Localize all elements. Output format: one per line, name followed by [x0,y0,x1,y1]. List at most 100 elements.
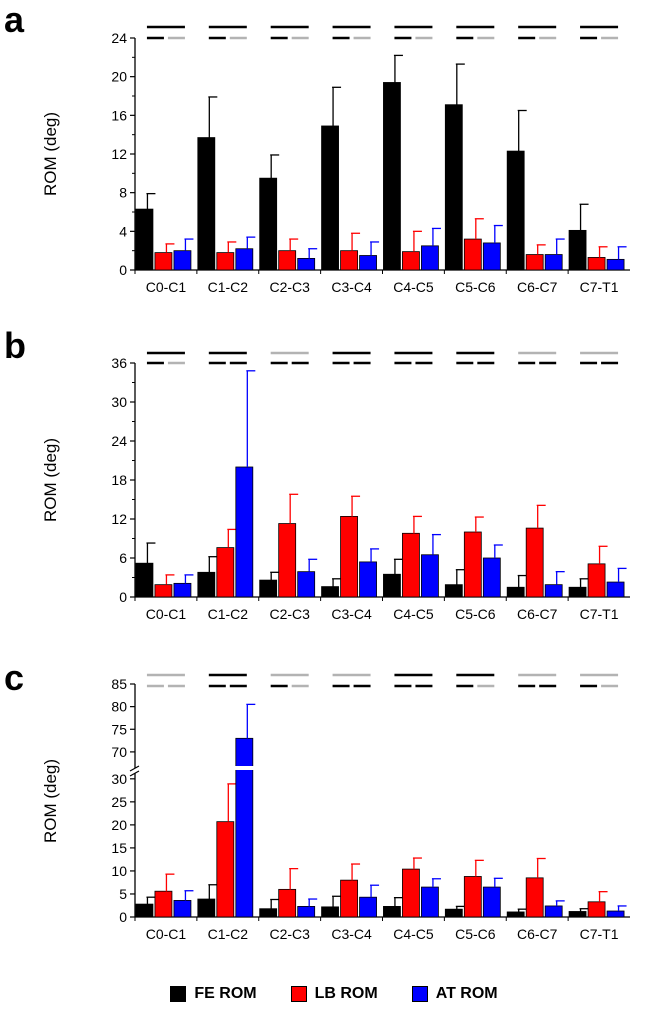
x-tick-label: C7-T1 [580,279,619,295]
bar-fe [259,177,278,271]
legend-label-fe: FE ROM [194,985,257,1002]
y-tick-label: 20 [111,817,127,833]
bar-at [173,900,192,918]
bar-at [235,248,254,271]
y-tick-label: 36 [111,355,127,371]
axis-break-mark-1 [129,765,140,772]
bar-lb [340,879,358,918]
bar-lb [216,252,235,271]
y-tick-label: 4 [119,223,127,239]
x-tick-label: C2-C3 [269,606,310,622]
bar-at [421,554,439,598]
y-tick-label: 8 [119,185,127,201]
bar-fe [259,579,278,598]
legend-swatch-fe [170,986,187,1002]
bar-fe [197,898,216,918]
bar-at [482,886,501,918]
x-tick-label: C6-C7 [517,606,558,622]
legend-item-lb: LB ROM [290,982,378,1006]
bar-lb [402,251,420,271]
y-tick-label: 5 [119,886,127,902]
bar-fe [259,908,278,918]
bar-lb [340,250,358,271]
bar-at [297,257,316,271]
bar-at [482,242,501,271]
legend-label-at: AT ROM [435,985,498,1002]
x-tick-label: C5-C6 [455,606,496,622]
legend: FE ROM LB ROM AT ROM [0,982,668,1006]
bar-lb [278,888,297,918]
x-tick-label: C3-C4 [331,279,372,295]
y-tick-label: 24 [111,433,127,449]
y-tick-label: 12 [111,146,127,162]
x-tick-label: C6-C7 [517,926,558,942]
bar-fe [197,571,216,598]
bar-lb [154,890,173,918]
y-tick-label: 20 [111,69,127,85]
bar-at [606,258,625,271]
panel-letter-a: a [4,0,25,40]
y-tick-label: 85 [111,676,127,692]
bar-fe [444,584,463,598]
y-tick-label: 15 [111,840,127,856]
x-tick-label: C4-C5 [393,606,434,622]
x-tick-label: C1-C2 [208,279,249,295]
legend-swatch-lb [290,986,307,1002]
bar-at [606,581,625,598]
bar-at [544,584,563,598]
bar-fe [506,586,525,598]
y-tick-label: 18 [111,472,127,488]
bar-at [359,255,377,271]
bar-at [482,557,501,598]
bar-fe [197,137,216,271]
x-tick-label: C3-C4 [331,926,372,942]
bar-lb [463,876,482,918]
bar-at [359,561,377,598]
axis-break-mark-2 [129,770,140,777]
y-tick-label: 24 [111,30,127,46]
bar-fe [321,906,339,918]
x-tick-label: C4-C5 [393,926,434,942]
x-tick-label: C3-C4 [331,606,372,622]
bar-fe [383,82,401,271]
bar-at [544,905,563,918]
legend-swatch-at [411,986,428,1002]
x-tick-label: C5-C6 [455,279,496,295]
bar-lb [154,584,173,598]
y-tick-label: 80 [111,699,127,715]
y-tick-label: 16 [111,107,127,123]
bar-at [173,582,192,598]
x-tick-label: C0-C1 [146,926,187,942]
bar-at [235,466,254,598]
y-tick-label: 25 [111,794,127,810]
bar-fe [568,229,587,271]
bar-lb [525,877,544,918]
bar-lb [587,563,606,598]
panel-letter-c: c [4,657,24,698]
bar-lb [154,252,173,271]
bar-at [297,571,316,598]
bar-fe [321,125,339,271]
x-tick-label: C2-C3 [269,279,310,295]
y-axis-label-b: ROM (deg) [41,438,60,522]
bar-fe [568,911,587,918]
y-tick-label: 30 [111,394,127,410]
x-tick-label: C4-C5 [393,279,434,295]
bar-at [359,896,377,918]
bar-at [421,886,439,918]
legend-item-at: AT ROM [411,982,498,1006]
x-tick-label: C1-C2 [208,606,249,622]
bar-fe [444,908,463,918]
y-tick-label: 6 [119,550,127,566]
y-tick-label: 75 [111,721,127,737]
x-tick-label: C0-C1 [146,279,187,295]
bar-at [173,250,192,271]
bar-lb [402,532,420,598]
x-tick-label: C7-T1 [580,926,619,942]
y-axis-label-a: ROM (deg) [41,112,60,196]
bar-lb [278,250,297,271]
bar-at [235,737,254,918]
bar-break-gap [233,766,255,770]
bar-lb [340,516,358,598]
panel-a: a ROM (deg) 0 4 8 12 16 20 24 C0-C1 C1-C2 C2-C3 C3-C… [4,0,630,295]
